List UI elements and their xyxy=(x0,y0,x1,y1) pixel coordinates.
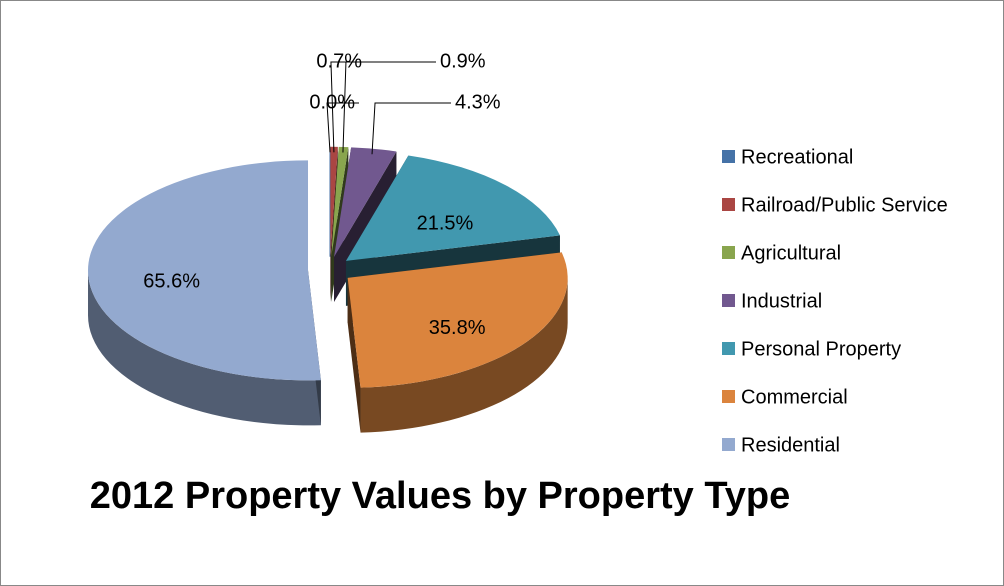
legend-swatch xyxy=(722,342,735,355)
value-label: 4.3% xyxy=(455,91,501,113)
legend-swatch xyxy=(722,438,735,451)
slice xyxy=(334,147,397,258)
legend-label: Personal Property xyxy=(741,338,901,360)
legend-swatch xyxy=(722,246,735,259)
value-label: 65.6% xyxy=(143,271,200,293)
legend-swatch xyxy=(722,390,735,403)
value-label: 21.5% xyxy=(417,212,474,234)
leader-line xyxy=(342,61,436,153)
slice-face xyxy=(347,277,361,433)
value-label: 0.7% xyxy=(316,50,362,72)
slice-side xyxy=(88,270,321,426)
slice-side xyxy=(360,277,568,433)
leader-line xyxy=(326,102,359,153)
value-label: 0.9% xyxy=(440,50,486,72)
legend-label: Industrial xyxy=(741,290,822,312)
slice xyxy=(345,155,560,261)
legend-label: Commercial xyxy=(741,386,848,408)
slice xyxy=(88,160,321,381)
slice xyxy=(347,252,568,388)
legend-swatch xyxy=(722,150,735,163)
value-label: 35.8% xyxy=(429,317,486,339)
legend-swatch xyxy=(722,294,735,307)
slice xyxy=(331,146,349,257)
slice xyxy=(330,146,338,257)
chart-title: 2012 Property Values by Property Type xyxy=(90,475,791,517)
legend-label: Recreational xyxy=(741,146,853,168)
legend-label: Residential xyxy=(741,434,840,456)
legend-label: Railroad/Public Service xyxy=(741,194,948,216)
legend-swatch xyxy=(722,198,735,211)
legend-label: Agricultural xyxy=(741,242,841,264)
leader-line xyxy=(371,102,451,155)
